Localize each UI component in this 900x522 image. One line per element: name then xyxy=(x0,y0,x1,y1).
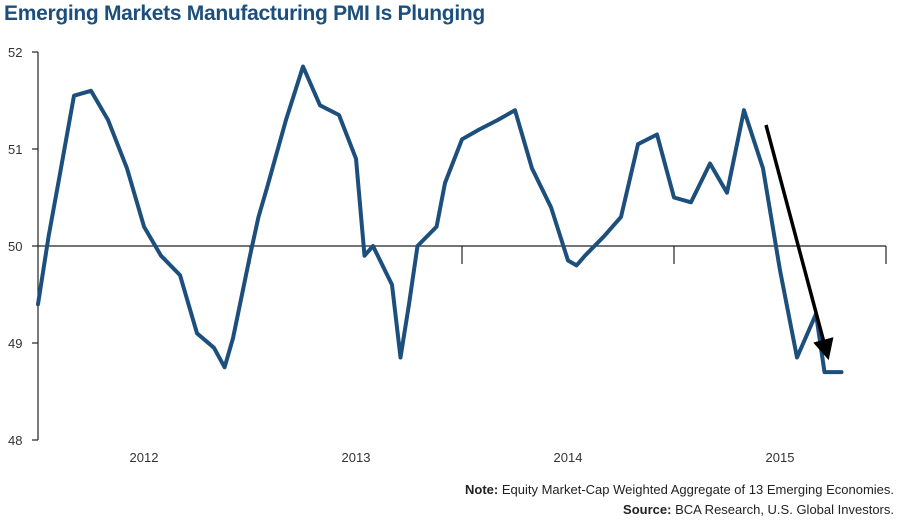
chart-title: Emerging Markets Manufacturing PMI Is Pl… xyxy=(4,2,485,25)
y-tick-label: 51 xyxy=(8,142,22,157)
y-tick-label: 50 xyxy=(8,239,22,254)
source-text: BCA Research, U.S. Global Investors. xyxy=(675,502,894,517)
y-tick-label: 52 xyxy=(8,45,22,60)
chart-note: Note: Equity Market-Cap Weighted Aggrega… xyxy=(465,482,894,497)
y-tick-label: 48 xyxy=(8,433,22,448)
downtrend-arrow-icon xyxy=(764,124,834,361)
x-tick-label: 2015 xyxy=(766,450,795,465)
x-tick-label: 2013 xyxy=(342,450,371,465)
note-text: Equity Market-Cap Weighted Aggregate of … xyxy=(501,482,894,497)
x-tick-label: 2012 xyxy=(130,450,159,465)
x-tick-label: 2014 xyxy=(554,450,583,465)
y-tick-label: 49 xyxy=(8,336,22,351)
note-label: Note: xyxy=(465,482,499,497)
pmi-series-line xyxy=(36,64,844,375)
chart-source: Source: BCA Research, U.S. Global Invest… xyxy=(623,502,894,517)
source-label: Source: xyxy=(623,502,672,517)
